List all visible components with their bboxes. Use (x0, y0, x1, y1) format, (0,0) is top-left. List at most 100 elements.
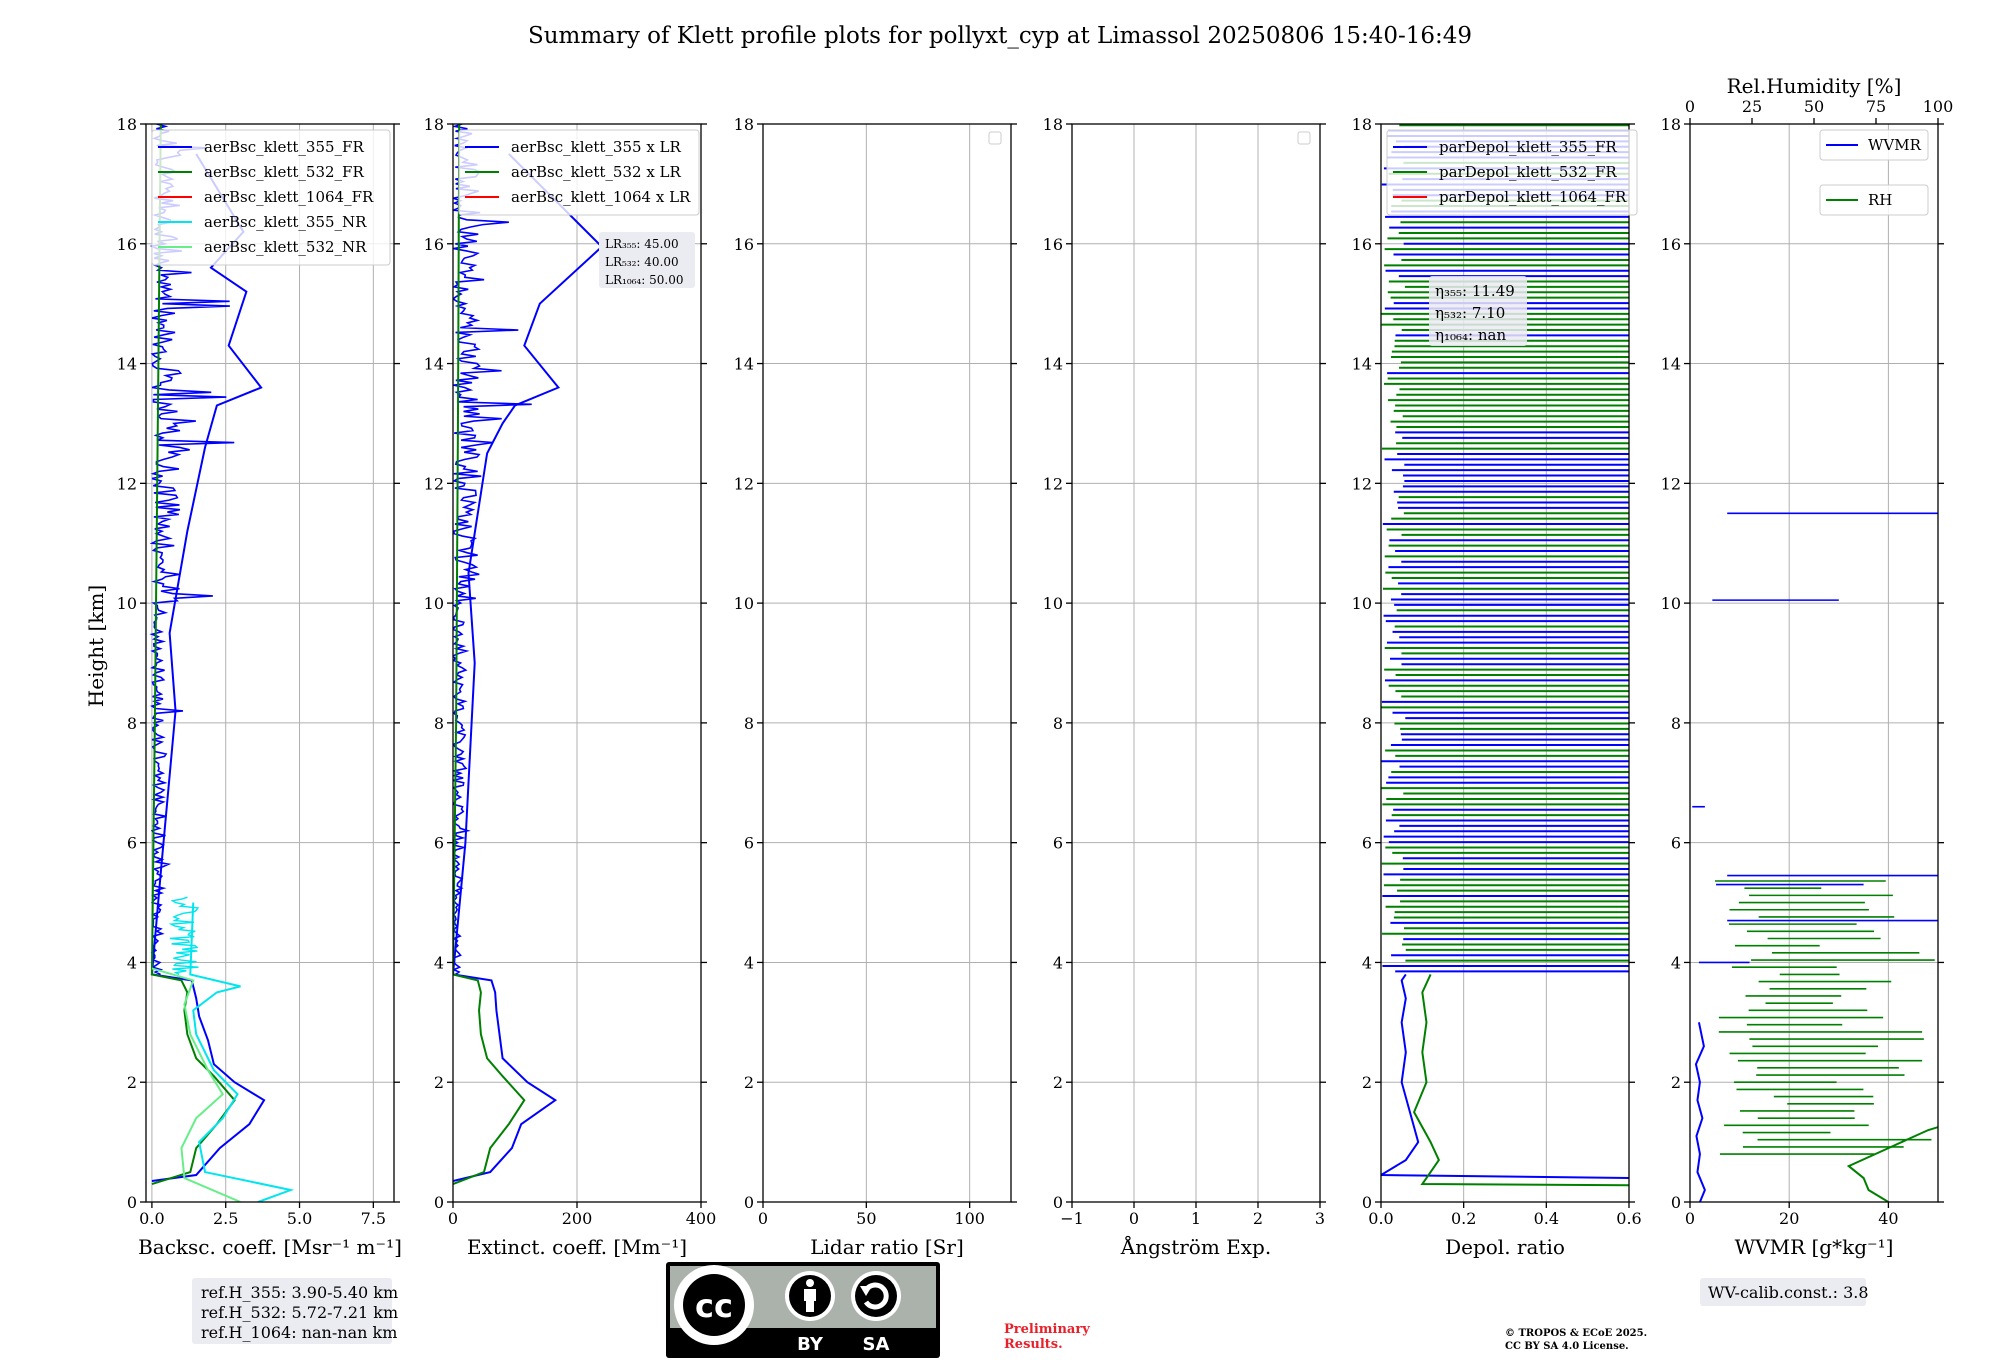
panel-frame (1689, 123, 1939, 1203)
license-by-label: BY (797, 1334, 824, 1355)
y-tick-label: 2 (434, 1073, 444, 1092)
y-tick-label: 6 (127, 834, 137, 853)
x-tick-label: 0.0 (1368, 1209, 1393, 1228)
y-tick-label: 4 (127, 953, 137, 972)
legend-label: parDepol_klett_1064_FR (1439, 188, 1627, 206)
panel-3: 0 50 100 0 2 4 6 8 10 12 14 16 18 Lidar ratio [Sr] (734, 115, 1017, 1259)
x2-tick-label: 75 (1866, 97, 1886, 116)
y-tick-label: 12 (117, 474, 137, 493)
x2-tick-label: 0 (1685, 97, 1695, 116)
y-tick-label: 6 (434, 834, 444, 853)
x-axis-label: Extinct. coeff. [Mm⁻¹] (467, 1235, 687, 1259)
y-tick-label: 2 (127, 1073, 137, 1092)
y-tick-label: 2 (1362, 1073, 1372, 1092)
panel-data (149, 124, 295, 1202)
legend-label: aerBsc_klett_355_FR (204, 138, 364, 156)
eta-text: η₅₃₂: 7.10 (1435, 304, 1505, 322)
legend-box (458, 129, 700, 216)
y-tick-label: 6 (1671, 834, 1681, 853)
y-tick-label: 0 (1362, 1193, 1372, 1212)
panel-6: 0 20 40 0 2 4 6 8 10 12 14 16 18 WVMR [g*kg⁻¹] 0 25 50 75… (1661, 74, 1954, 1259)
y-tick-label: 4 (1362, 953, 1372, 972)
y-tick-label: 8 (1053, 714, 1063, 733)
y-tick-label: 8 (744, 714, 754, 733)
x-tick-label: 1 (1191, 1209, 1201, 1228)
x2-axis-label: Rel.Humidity [%] (1727, 74, 1902, 98)
x-axis-label: Backsc. coeff. [Msr⁻¹ m⁻¹] (138, 1235, 402, 1259)
legend-box (1386, 129, 1638, 216)
y-tick-label: 16 (424, 235, 444, 254)
x2-tick-label: 25 (1742, 97, 1762, 116)
panel-data (1381, 124, 1629, 1187)
y-tick-label: 0 (744, 1193, 754, 1212)
cc-license-badge: cc BY SA (666, 1262, 940, 1358)
x-tick-label: 0 (1129, 1209, 1139, 1228)
x-tick-label: 0.4 (1534, 1209, 1559, 1228)
x-axis-label: Depol. ratio (1445, 1235, 1565, 1259)
x-tick-label: 2.5 (213, 1209, 238, 1228)
y-tick-label: 18 (1352, 115, 1372, 134)
y-tick-label: 12 (734, 474, 754, 493)
y-tick-label: 0 (434, 1193, 444, 1212)
series-line-aerBsc_klett_532 x LR (453, 124, 526, 1185)
x-tick-label: 5.0 (287, 1209, 312, 1228)
legend-label: aerBsc_klett_355_NR (204, 213, 367, 231)
legend-label: WVMR (1868, 136, 1922, 154)
figure-title: Summary of Klett profile plots for polly… (528, 23, 1472, 49)
series-line-RH (1846, 1126, 1938, 1202)
y-tick-label: 4 (1053, 953, 1063, 972)
y-tick-label: 16 (1043, 235, 1063, 254)
y-tick-label: 14 (1661, 355, 1681, 374)
x-tick-label: 3 (1315, 1209, 1325, 1228)
eta-text: η₃₅₅: 11.49 (1435, 282, 1515, 300)
series-line-aerBsc_klett_532_FR (150, 124, 236, 1185)
panel-data (453, 124, 604, 1185)
y-tick-label: 6 (1362, 834, 1372, 853)
x-tick-label: 0 (448, 1209, 458, 1228)
y-tick-label: 8 (127, 714, 137, 733)
panel-data (1692, 512, 1938, 1202)
y-tick-label: 12 (1661, 474, 1681, 493)
series-line-aerBsc_klett_355 x LR (453, 153, 604, 1183)
y-tick-label: 10 (734, 594, 754, 613)
series-line-parDepol_klett_532_FR (1412, 974, 1629, 1187)
legend-box (1819, 129, 1929, 161)
x-tick-label: 20 (1779, 1209, 1799, 1228)
copyright-text-2: CC BY SA 4.0 License. (1505, 1341, 1629, 1352)
share-alike-icon (851, 1271, 901, 1321)
y-tick-label: 18 (117, 115, 137, 134)
legend-label: aerBsc_klett_532_NR (204, 238, 367, 256)
y-tick-label: 10 (117, 594, 137, 613)
y-tick-label: 14 (424, 355, 444, 374)
x-tick-label: 0 (1685, 1209, 1695, 1228)
legend-label: aerBsc_klett_532_FR (204, 163, 364, 181)
series-line-aerBsc_klett_532_NR (151, 967, 241, 1202)
y-tick-label: 16 (1352, 235, 1372, 254)
series-line-parDepol_klett_355_FR (1381, 973, 1629, 1180)
x-tick-label: 50 (856, 1209, 876, 1228)
y-tick-label: 14 (1043, 355, 1063, 374)
lidar-ratio-box (599, 232, 695, 288)
copyright-text-1: © TROPOS & ECoE 2025. (1505, 1328, 1647, 1339)
y-tick-label: 12 (424, 474, 444, 493)
y-tick-label: 4 (744, 953, 754, 972)
y-tick-label: 12 (1043, 474, 1063, 493)
license-sa-label: SA (863, 1334, 890, 1355)
x-axis-label: Ångström Exp. (1120, 1234, 1271, 1259)
attribution-icon (785, 1271, 835, 1321)
x-tick-label: 200 (562, 1209, 593, 1228)
preliminary-text-1: Preliminary (1004, 1322, 1090, 1337)
y-tick-label: 16 (734, 235, 754, 254)
empty-legend-box (1297, 131, 1311, 145)
y-tick-label: 18 (1661, 115, 1681, 134)
lidar-ratio-text: LR₃₅₅: 45.00 (605, 237, 679, 251)
y-tick-label: 0 (1053, 1193, 1063, 1212)
y-axis-label: Height [km] (84, 585, 108, 707)
series-line-aerBsc_klett_355_NR (189, 902, 295, 1202)
x-tick-label: 7.5 (361, 1209, 386, 1228)
y-tick-label: 18 (1043, 115, 1063, 134)
panel-2: 0 200 400 0 2 4 6 8 10 12 14 16 18 Extinct. coeff. [M… (424, 115, 717, 1259)
y-tick-label: 10 (424, 594, 444, 613)
